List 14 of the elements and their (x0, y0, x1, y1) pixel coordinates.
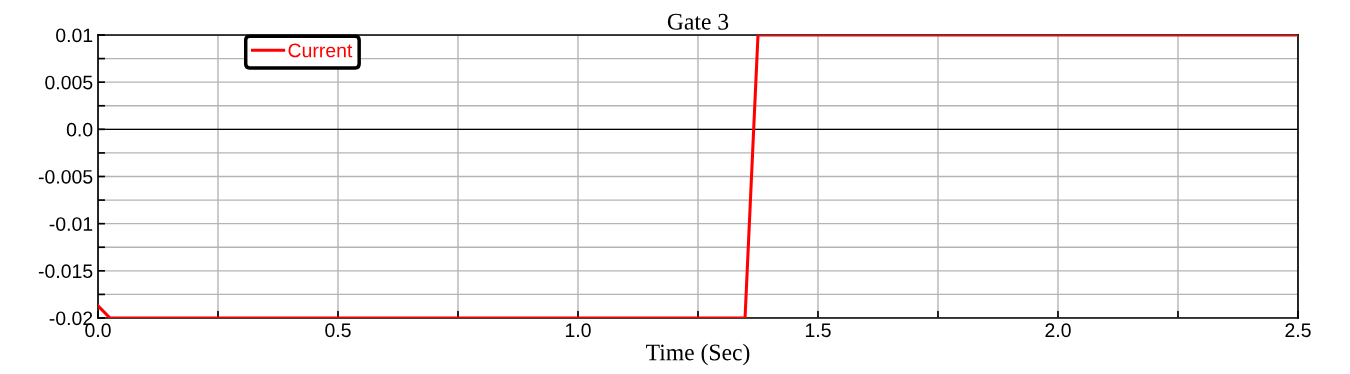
y-tick-label: -0.005 (38, 169, 93, 184)
x-axis-title: Time (Sec) (646, 343, 750, 366)
x-tick-label: 0.5 (325, 323, 351, 338)
x-tick-label: 1.0 (565, 323, 591, 338)
y-tick-label: 0.005 (45, 75, 93, 90)
y-tick-label: 0.0 (66, 122, 93, 137)
y-tick-label: -0.015 (38, 264, 93, 279)
x-tick-label: 2.0 (1045, 323, 1071, 338)
x-tick-label: 2.5 (1285, 323, 1311, 338)
chart-title: Gate 3 (667, 13, 729, 30)
y-tick-label: 0.01 (56, 28, 93, 43)
legend-label: Current (288, 43, 353, 58)
x-tick-label: 1.5 (805, 323, 831, 338)
y-tick-label: -0.01 (49, 217, 93, 231)
